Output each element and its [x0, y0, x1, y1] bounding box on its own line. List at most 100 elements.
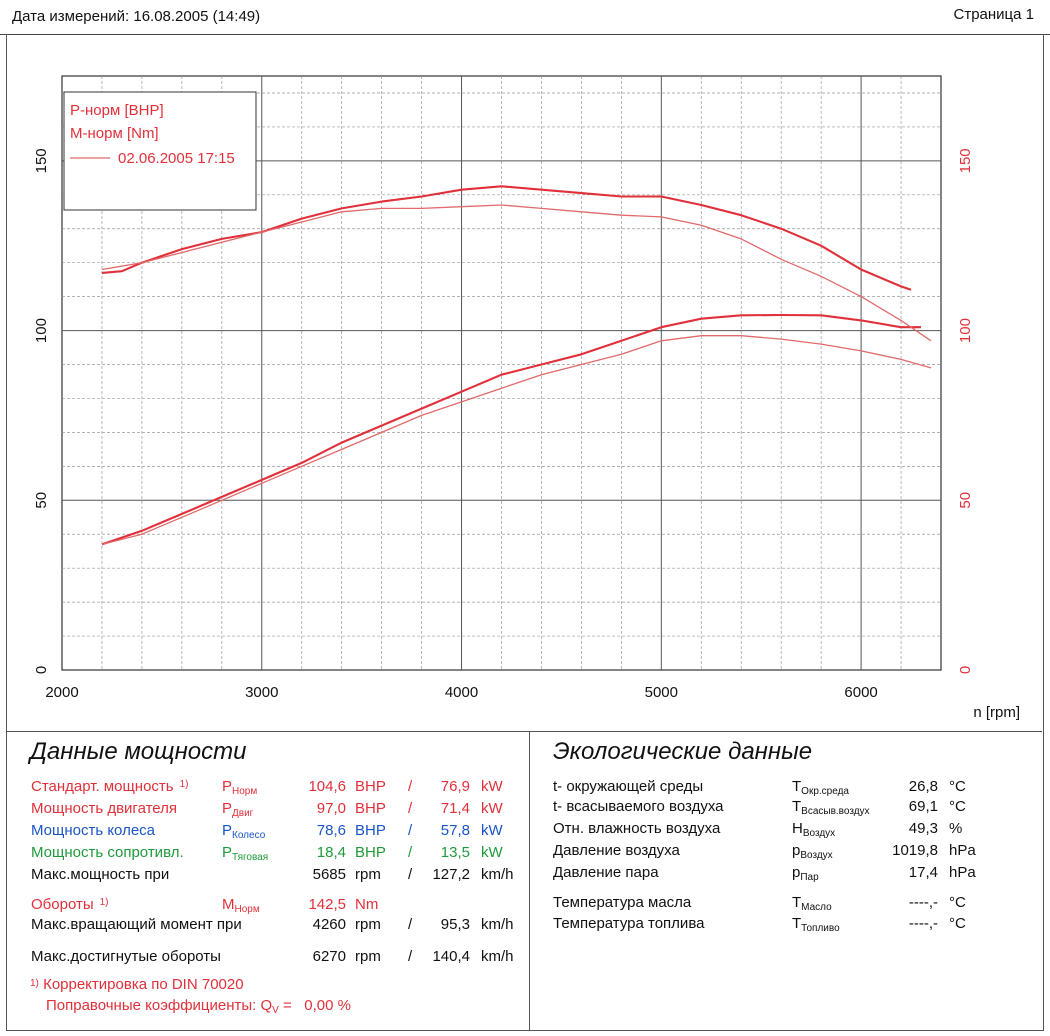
- eco-row-symbol: TТопливо: [792, 915, 840, 934]
- power-row-value-2: 95,3: [440, 916, 470, 933]
- power-row-symbol-sub: Колесо: [232, 830, 266, 841]
- power-row-value: 5685: [312, 866, 346, 883]
- eco-row-symbol: HВоздух: [792, 820, 836, 839]
- eco-row-unit: °C: [949, 798, 966, 815]
- eco-section-title: Экологические данные: [553, 738, 813, 765]
- y-tick-label-left: 50: [33, 492, 50, 509]
- x-tick-label: 6000: [844, 684, 877, 701]
- chart-legend: P-норм [BHP] M-норм [Nm] 02.06.2005 17:15: [63, 91, 257, 211]
- eco-row-value: 1019,8: [892, 842, 938, 859]
- power-row-unit: BHP: [355, 800, 386, 817]
- y-tick-label-right: 50: [957, 492, 974, 509]
- power-row-symbol: PНорм: [222, 778, 258, 797]
- eco-row-symbol-sub: Топливо: [801, 923, 840, 934]
- dyno-chart: 2000 3000 4000 5000 6000 0 50 100 150 0 50 100 150 n …: [33, 75, 1020, 721]
- footnote-text: Корректировка по DIN 70020: [43, 976, 244, 993]
- eco-row-label: Температура масла: [553, 894, 692, 911]
- power-row-unit-2: kW: [481, 822, 503, 839]
- power-row-unit-2: kW: [481, 778, 503, 795]
- eco-row-value: 26,8: [908, 778, 938, 795]
- power-row-note: 1): [179, 779, 189, 790]
- power-row-label: Макс.мощность при: [31, 866, 170, 883]
- power-row-unit-2: kW: [481, 800, 503, 817]
- power-row-separator: /: [408, 948, 413, 965]
- power-row-unit: BHP: [355, 844, 386, 861]
- eco-row-symbol: pВоздух: [792, 842, 833, 861]
- power-row-symbol: PДвиг: [222, 800, 254, 819]
- power-row-label: Мощность колеса: [31, 822, 156, 839]
- eco-row-value: 17,4: [908, 864, 938, 881]
- footnote-mark: 1): [30, 978, 39, 989]
- y-tick-label-right: 150: [957, 148, 974, 173]
- power-row-unit: BHP: [355, 822, 386, 839]
- power-row-label: Обороты 1): [31, 896, 109, 913]
- power-curve: [101, 313, 921, 546]
- eco-row-value: 69,1: [908, 798, 938, 815]
- power-row-unit: Nm: [355, 896, 379, 913]
- data-panel: [6, 731, 1042, 1031]
- measurement-date: Дата измерений: 16.08.2005 (14:49): [12, 8, 261, 25]
- power-row-separator: /: [408, 916, 413, 933]
- eco-row-value: 49,3: [908, 820, 938, 837]
- power-row-value: 78,6: [316, 822, 346, 839]
- power-row-unit: rpm: [355, 948, 381, 965]
- power-row-label: Макс.вращающий момент при: [31, 916, 242, 933]
- correction-label: Поправочные коэффициенты: Q: [46, 997, 273, 1014]
- eco-row-symbol-sub: Всасыв.воздух: [801, 806, 870, 817]
- eco-row-symbol: pПар: [792, 864, 819, 883]
- x-tick-label: 4000: [445, 684, 478, 701]
- power-row-symbol-sub: Двиг: [232, 808, 254, 819]
- x-axis-label: n [rpm]: [973, 704, 1020, 721]
- y-tick-label-left: 0: [33, 666, 50, 674]
- eco-row-symbol-sub: Окр.среда: [801, 786, 849, 797]
- power-row-unit: rpm: [355, 866, 381, 883]
- power-row-value: 18,4: [316, 844, 346, 861]
- legend-torque: M-норм [Nm]: [70, 125, 159, 142]
- eco-row-symbol: TВсасыв.воздух: [792, 798, 870, 817]
- eco-row-unit: °C: [949, 778, 966, 795]
- power-row-symbol-sub: Норм: [234, 904, 260, 915]
- eco-row-symbol-sub: Пар: [800, 872, 819, 883]
- eco-row-unit: °C: [949, 894, 966, 911]
- power-row-value: 6270: [312, 948, 346, 965]
- chart-curves: [101, 185, 932, 546]
- power-row-value-2: 76,9: [440, 778, 470, 795]
- power-row-separator: /: [408, 866, 413, 883]
- power-row-symbol-sub: Тяговая: [232, 852, 269, 863]
- power-row-unit: BHP: [355, 778, 386, 795]
- power-row-label: Макс.достигнутые обороты: [31, 948, 221, 965]
- eco-row-symbol: TМасло: [792, 894, 832, 913]
- power-row-value-2: 71,4: [440, 800, 470, 817]
- power-row-label: Мощность двигателя: [31, 800, 178, 817]
- power-row-separator: /: [408, 822, 413, 839]
- power-row-value-2: 127,2: [432, 866, 470, 883]
- power-row-label: Стандарт. мощность 1): [31, 778, 189, 795]
- y-tick-label-right: 0: [957, 666, 974, 674]
- reference-curve: [101, 204, 932, 342]
- eco-row-unit: °C: [949, 915, 966, 932]
- power-row-symbol: PТяговая: [222, 844, 269, 863]
- legend-reference: 02.06.2005 17:15: [118, 150, 235, 167]
- power-row-unit-2: kW: [481, 844, 503, 861]
- power-row-symbol: MНорм: [222, 896, 260, 915]
- x-tick-label: 5000: [645, 684, 678, 701]
- power-row-value: 104,6: [308, 778, 346, 795]
- y-tick-label-left: 100: [33, 318, 50, 343]
- x-tick-label: 3000: [245, 684, 278, 701]
- page-header: Дата измерений: 16.08.2005 (14:49) Стран…: [0, 0, 1050, 35]
- chart-ticks: 2000 3000 4000 5000 6000 0 50 100 150 0 50 100 150 n …: [33, 148, 1020, 721]
- eco-row-label: Температура топлива: [553, 915, 705, 932]
- power-row-unit-2: km/h: [481, 948, 514, 965]
- power-row-separator: /: [408, 844, 413, 861]
- power-row-value: 97,0: [316, 800, 346, 817]
- eco-row-symbol: TОкр.среда: [792, 778, 849, 797]
- power-row-value-2: 57,8: [440, 822, 470, 839]
- power-row-unit-2: km/h: [481, 916, 514, 933]
- eco-row-value: ----,-: [908, 915, 938, 932]
- torque-curve: [101, 185, 912, 291]
- legend-power: P-норм [BHP]: [70, 102, 164, 119]
- power-row-value-2: 140,4: [432, 948, 470, 965]
- eco-row-label: Давление воздуха: [553, 842, 680, 859]
- y-tick-label-left: 150: [33, 148, 50, 173]
- power-row-separator: /: [408, 800, 413, 817]
